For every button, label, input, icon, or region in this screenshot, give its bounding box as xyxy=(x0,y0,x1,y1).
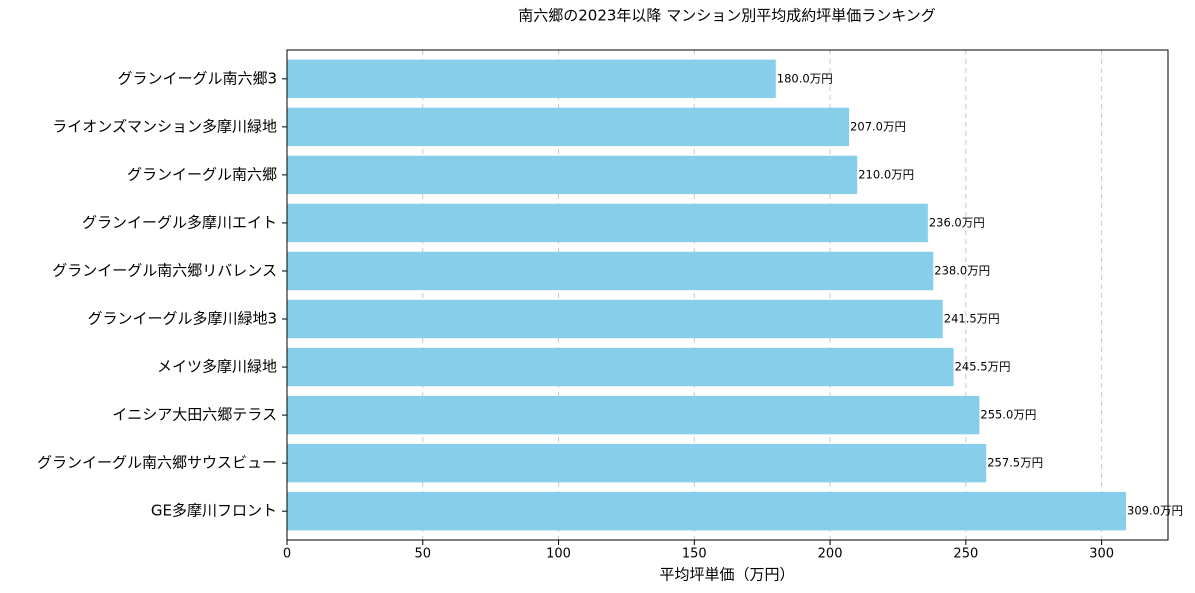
bar xyxy=(287,299,943,339)
y-tick-label: GE多摩川フロント xyxy=(151,502,277,520)
value-label: 255.0万円 xyxy=(980,408,1036,422)
x-tick-label: 300 xyxy=(1089,547,1114,562)
bar xyxy=(287,59,776,99)
y-tick-label: グランイーグル南六郷サウスビュー xyxy=(37,454,277,472)
x-tick-label: 0 xyxy=(283,547,291,562)
bar xyxy=(287,107,850,147)
bar xyxy=(287,155,858,195)
y-tick-label: ライオンズマンション多摩川緑地 xyxy=(52,117,277,135)
chart-title: 南六郷の2023年以降 マンション別平均成約坪単価ランキング xyxy=(518,7,936,25)
y-tick-label: グランイーグル南六郷3 xyxy=(117,69,277,87)
bar xyxy=(287,491,1127,531)
y-tick-label: グランイーグル南六郷リバレンス xyxy=(52,261,277,279)
x-tick-label: 250 xyxy=(953,547,978,562)
y-tick-label: イニシア大田六郷テラス xyxy=(112,406,277,424)
value-label: 257.5万円 xyxy=(987,456,1043,470)
x-axis-label: 平均坪単価（万円） xyxy=(659,566,794,584)
bar xyxy=(287,443,987,483)
bar xyxy=(287,203,928,243)
x-tick-label: 200 xyxy=(818,547,843,562)
value-label: 207.0万円 xyxy=(850,119,906,133)
y-tick-label: グランイーグル多摩川エイト xyxy=(82,213,277,231)
value-label: 309.0万円 xyxy=(1127,504,1183,518)
value-label: 238.0万円 xyxy=(934,263,990,277)
x-tick-label: 150 xyxy=(682,547,707,562)
value-label: 180.0万円 xyxy=(777,71,833,85)
y-tick-label: メイツ多摩川緑地 xyxy=(157,358,277,376)
value-label: 245.5万円 xyxy=(955,360,1011,374)
value-label: 241.5万円 xyxy=(944,312,1000,326)
bar xyxy=(287,347,954,387)
y-tick-label: グランイーグル南六郷 xyxy=(127,165,277,183)
value-label: 210.0万円 xyxy=(858,167,914,181)
bar xyxy=(287,395,980,435)
y-tick-label: グランイーグル多摩川緑地3 xyxy=(87,310,277,328)
x-tick-label: 50 xyxy=(414,547,431,562)
value-label: 236.0万円 xyxy=(929,215,985,229)
bar xyxy=(287,251,934,291)
plot-frame xyxy=(286,49,1169,541)
x-tick-label: 100 xyxy=(546,547,571,562)
